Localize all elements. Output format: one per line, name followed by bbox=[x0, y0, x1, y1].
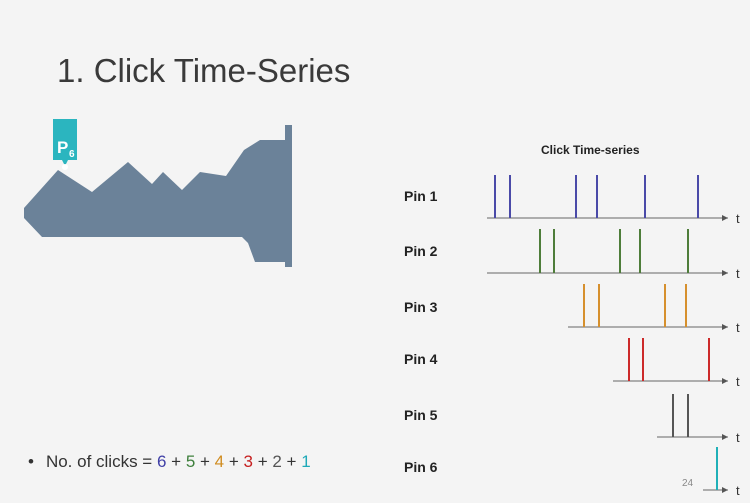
timeseries-title: Click Time-series bbox=[541, 143, 640, 157]
axis-t-label: t bbox=[736, 320, 740, 335]
pin-label-5: Pin 5 bbox=[404, 407, 438, 423]
pin-label-6: Pin 6 bbox=[404, 459, 438, 475]
slide-title: 1. Click Time-Series bbox=[57, 52, 351, 89]
pin-label-4: Pin 4 bbox=[404, 351, 438, 367]
term-2: 5 bbox=[185, 452, 196, 471]
pin-tag-label: P bbox=[57, 138, 68, 157]
term-6: 1 bbox=[301, 452, 311, 471]
axis-t-label: t bbox=[736, 374, 740, 389]
term-4: 3 bbox=[243, 452, 253, 471]
clicks-count-bullet: • No. of clicks = 6 + 5 + 4 + 3 + 2 + 1 bbox=[28, 452, 311, 472]
term-1: 6 bbox=[156, 452, 167, 471]
plus-2: + bbox=[195, 452, 215, 471]
pin-label-3: Pin 3 bbox=[404, 299, 438, 315]
page-number: 24 bbox=[682, 478, 694, 489]
pin-tag-shape bbox=[53, 119, 77, 166]
axis-t-label: t bbox=[736, 483, 740, 498]
bullet-dot: • bbox=[28, 452, 34, 471]
axis-t-label: t bbox=[736, 266, 740, 281]
axis-t-label: t bbox=[736, 211, 740, 226]
pin-tag-dot bbox=[62, 164, 68, 170]
pin-label-1: Pin 1 bbox=[404, 188, 438, 204]
term-5: 2 bbox=[272, 452, 282, 471]
term-3: 4 bbox=[214, 452, 225, 471]
bullet-prefix: No. of clicks = bbox=[45, 452, 157, 471]
pin-label-2: Pin 2 bbox=[404, 243, 438, 259]
plus-3: + bbox=[224, 452, 244, 471]
plus-4: + bbox=[252, 452, 273, 471]
plus-1: + bbox=[166, 452, 186, 471]
axis-t-label: t bbox=[736, 430, 740, 445]
key-shape bbox=[24, 125, 292, 267]
plus-5: + bbox=[281, 452, 302, 471]
pin-tag-sub: 6 bbox=[69, 149, 75, 160]
